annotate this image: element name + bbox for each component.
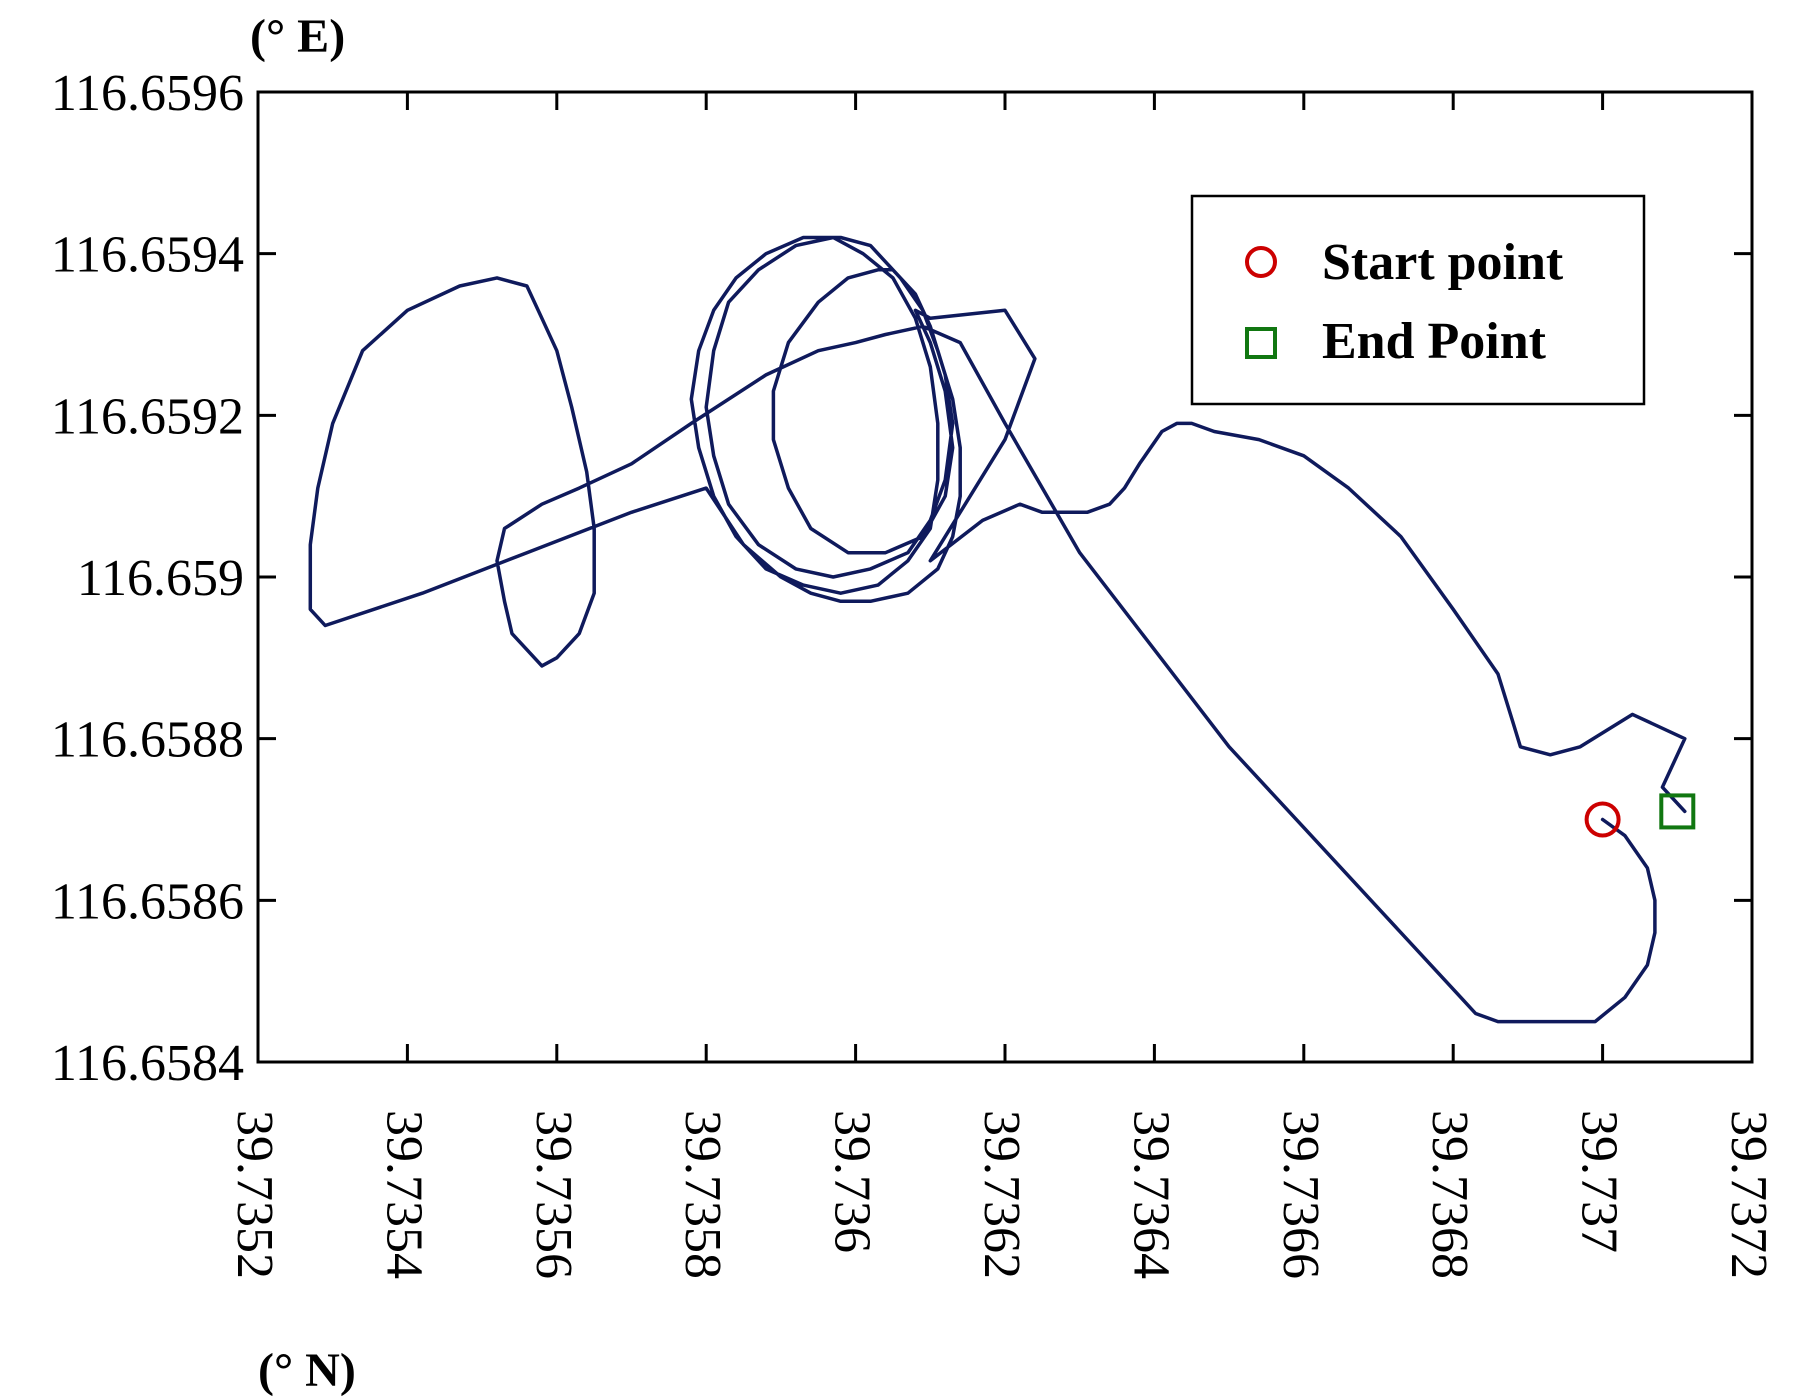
y-tick-label: 116.6596: [51, 65, 244, 122]
end-point-marker: [1659, 793, 1696, 830]
x-axis: 39.7352 39.7354 39.7356 39.7358 39.736 39.736…: [226, 92, 1777, 1279]
y-axis-unit: (° E): [250, 10, 345, 63]
y-axis: 116.6584 116.6586 116.6588 116.659 116.6592 1…: [51, 65, 1752, 1092]
y-tick-label: 116.6594: [51, 227, 244, 284]
plot-content: [308, 235, 1696, 1024]
y-tick-label: 116.6586: [51, 873, 244, 930]
x-tick-label: 39.7372: [1720, 1110, 1777, 1279]
x-tick-label: 39.7352: [226, 1110, 283, 1279]
start-point-marker: [1584, 801, 1621, 838]
legend-start-label: Start point: [1322, 234, 1564, 291]
x-tick-label: 39.7354: [375, 1110, 432, 1279]
x-axis-unit-label: (° N): [258, 1344, 356, 1397]
x-tick-label: 39.737: [1571, 1110, 1628, 1253]
x-tick-label: 39.7362: [973, 1110, 1030, 1279]
x-tick-label: 39.7356: [525, 1110, 582, 1279]
x-tick-label: 39.7368: [1421, 1110, 1478, 1279]
y-tick-label: 116.6584: [51, 1035, 244, 1092]
legend-end-label: End Point: [1322, 313, 1547, 370]
y-tick-label: 116.6588: [51, 712, 244, 769]
y-tick-label: 116.659: [77, 550, 244, 607]
y-axis-unit-label: (° E): [250, 10, 345, 63]
x-tick-label: 39.7358: [674, 1110, 731, 1279]
legend-end-marker: [1245, 327, 1277, 359]
x-tick-label: 39.7364: [1122, 1110, 1179, 1279]
x-axis-unit: (° N): [258, 1344, 356, 1397]
trajectory-line: [308, 235, 1687, 1024]
legend-start-marker: [1245, 246, 1277, 278]
x-tick-label: 39.7366: [1272, 1110, 1329, 1279]
y-tick-label: 116.6592: [51, 388, 244, 445]
x-tick-label: 39.736: [824, 1110, 881, 1253]
legend-box: [1190, 194, 1646, 406]
legend: Start point End Point: [1190, 194, 1646, 406]
